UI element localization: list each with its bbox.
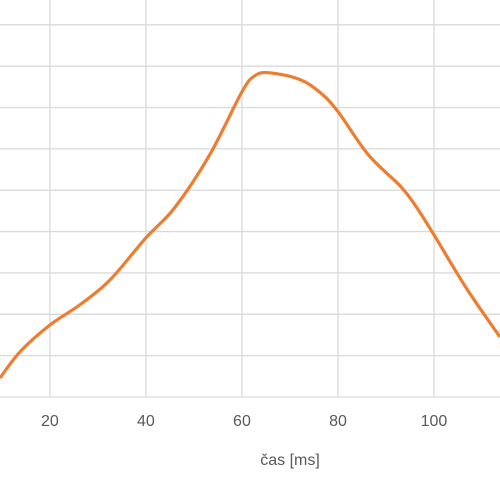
x-tick-label: 80 bbox=[329, 413, 347, 430]
x-tick-label: 20 bbox=[41, 413, 59, 430]
x-tick-label: 40 bbox=[137, 413, 155, 430]
x-tick-label: 100 bbox=[421, 413, 448, 430]
x-axis-label: čas [ms] bbox=[260, 452, 320, 469]
line-series bbox=[0, 70, 500, 379]
x-tick-label: 60 bbox=[233, 413, 251, 430]
